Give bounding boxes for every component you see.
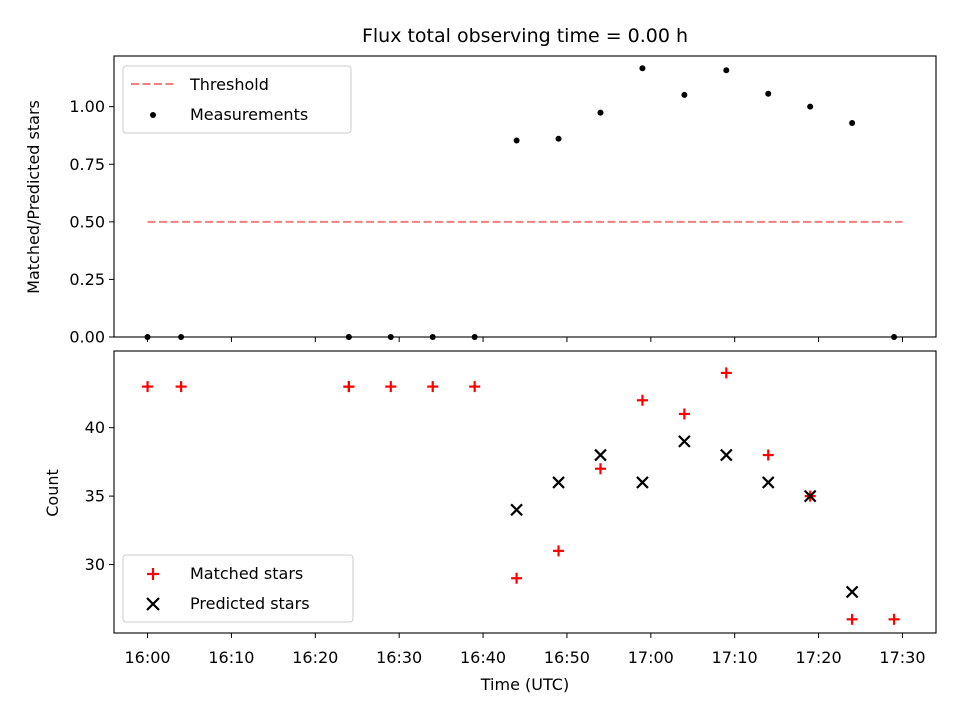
matched-stars-point	[846, 613, 858, 625]
legend-matched-swatch	[147, 568, 159, 580]
matched-stars-point	[762, 449, 774, 461]
measurement-point	[513, 137, 520, 144]
bottom-y-tick-label: 30	[85, 555, 105, 574]
matched-stars-point	[594, 463, 606, 475]
top-axes-frame	[113, 55, 937, 338]
bottom-x-tick-label: 16:30	[376, 648, 422, 667]
legend-threshold-label: Threshold	[189, 75, 269, 94]
measurement-point	[723, 67, 730, 74]
top-plot-area	[144, 65, 903, 340]
bottom-legend-box	[122, 554, 354, 623]
legend-measurements-label: Measurements	[190, 105, 308, 124]
top-y-ticks: 0.00 0.25 0.50 0.75 1.00	[69, 97, 114, 347]
bottom-x-tick-label: 16:40	[460, 648, 506, 667]
matched-stars-point	[427, 381, 439, 393]
chart-title: Flux total observing time = 0.00 h	[362, 25, 688, 47]
top-y-tick-label: 0.50	[69, 212, 105, 231]
top-y-tick-label: 0.75	[69, 155, 105, 174]
predicted-stars-point	[761, 476, 775, 489]
top-y-axis-label: Matched/Predicted stars	[24, 100, 43, 294]
bottom-y-axis-label: Count	[43, 469, 62, 517]
legend-measurements-swatch	[150, 112, 156, 118]
measurement-point	[765, 90, 772, 97]
bottom-x-tick-label: 16:50	[544, 648, 590, 667]
bottom-x-tick-label: 17:30	[879, 648, 925, 667]
measurement-point	[681, 91, 688, 98]
predicted-stars-point	[636, 476, 649, 489]
top-y-tick-label: 0.25	[69, 270, 105, 289]
measurement-point	[849, 120, 856, 127]
top-panel: Flux total observing time = 0.00 h Match…	[24, 25, 937, 347]
matched-stars-point	[888, 613, 900, 625]
top-legend-box	[122, 65, 352, 134]
measurement-point	[807, 103, 814, 110]
predicted-stars-point	[594, 448, 607, 462]
top-y-tick-label: 1.00	[69, 97, 105, 116]
bottom-x-tick-label: 17:00	[628, 648, 674, 667]
matched-stars-point	[511, 572, 523, 584]
measurement-point	[555, 135, 562, 142]
matched-stars-point	[175, 381, 187, 393]
matched-stars-point	[636, 394, 648, 406]
bottom-y-tick-label: 40	[85, 418, 105, 437]
bottom-legend: Matched stars Predicted stars	[122, 554, 354, 623]
legend-predicted-label: Predicted stars	[190, 594, 310, 613]
predicted-stars-point	[552, 476, 565, 489]
matched-stars-point	[385, 381, 397, 393]
predicted-stars-point	[678, 435, 691, 448]
bottom-x-tick-label: 17:10	[712, 648, 758, 667]
bottom-x-ticks: 16:00 16:10 16:20 16:30 16:40 16:50 17:00 17:10…	[124, 633, 926, 667]
predicted-stars-point	[510, 503, 523, 517]
bottom-plot-area	[142, 367, 900, 625]
bottom-axes-frame	[113, 350, 937, 634]
predicted-stars-point	[845, 585, 859, 599]
predicted-stars-point	[803, 489, 817, 503]
bottom-x-tick-label: 16:20	[292, 648, 338, 667]
bottom-y-tick-label: 35	[85, 487, 105, 506]
legend-predicted-swatch	[146, 597, 160, 611]
predicted-stars-point	[720, 448, 733, 462]
bottom-x-tick-label: 17:20	[796, 648, 842, 667]
bottom-x-tick-label: 16:10	[208, 648, 254, 667]
matched-stars-point	[469, 381, 481, 393]
matched-stars-point	[553, 545, 565, 557]
bottom-x-tick-label: 16:00	[124, 648, 170, 667]
top-legend: Threshold Measurements	[122, 65, 352, 134]
matched-stars-point	[142, 381, 154, 393]
measurement-point	[639, 65, 646, 72]
matched-stars-point	[343, 381, 355, 393]
bottom-y-ticks: 30 35 40	[85, 418, 114, 574]
bottom-x-axis-label: Time (UTC)	[480, 675, 569, 694]
matched-stars-point	[678, 408, 690, 420]
measurement-point	[597, 109, 604, 116]
top-y-tick-label: 0.00	[69, 328, 105, 347]
matched-stars-point	[720, 367, 732, 379]
legend-matched-label: Matched stars	[190, 564, 303, 583]
